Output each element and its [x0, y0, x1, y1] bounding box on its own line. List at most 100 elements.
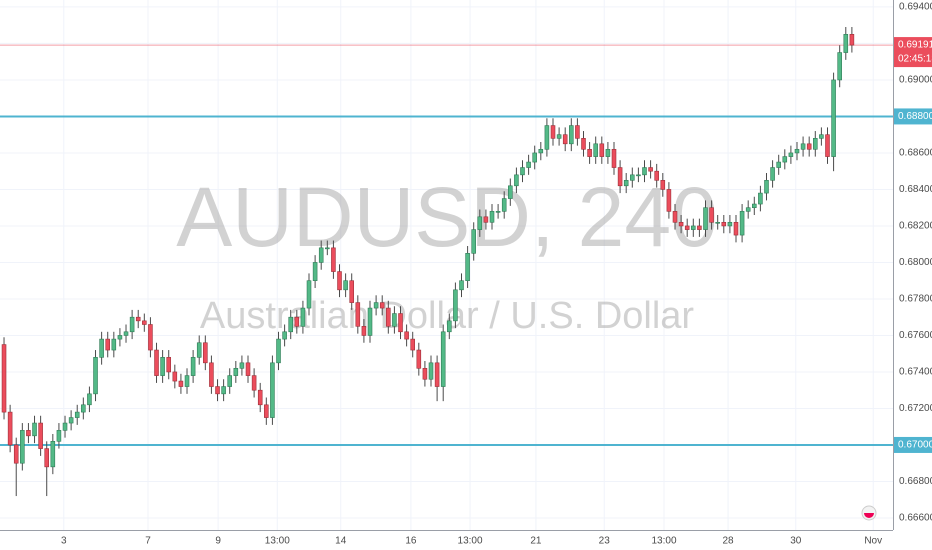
candle-body [203, 342, 208, 364]
candle-body [483, 216, 489, 223]
candle [379, 295, 385, 316]
candle [312, 255, 318, 288]
candle [87, 386, 92, 413]
candle [215, 379, 220, 402]
y-tick-label: 0.67800 [899, 294, 932, 305]
candle-body [459, 280, 464, 291]
candle-body [599, 143, 605, 157]
candle-body [190, 357, 196, 376]
candle [154, 342, 159, 383]
candle-body [215, 386, 220, 395]
candle-body [630, 174, 635, 181]
candle [172, 364, 178, 389]
candle [337, 264, 342, 298]
candle [166, 350, 172, 380]
candle-body [13, 444, 19, 464]
candle [800, 136, 806, 157]
candle [721, 214, 727, 234]
candle-body [562, 134, 568, 145]
y-tick-label: 0.67600 [899, 330, 932, 341]
candle [245, 355, 251, 383]
candle [105, 331, 111, 358]
candle-body [245, 362, 251, 376]
last-price-tag [894, 37, 932, 68]
candle-body [343, 280, 348, 291]
candle-body [81, 404, 86, 413]
y-tick-label: 0.67400 [899, 367, 932, 378]
candle-body [172, 371, 178, 382]
candle-body [593, 143, 598, 157]
candle [782, 149, 788, 170]
candle-body [251, 375, 257, 391]
candle [447, 313, 452, 340]
candle [68, 410, 74, 431]
candle-body [257, 389, 263, 406]
candle-body [227, 375, 232, 387]
candle-body [105, 338, 111, 351]
candle [209, 355, 214, 394]
candle [745, 200, 751, 219]
candle [422, 360, 428, 387]
candle-body [623, 180, 629, 187]
y-tick-label: 0.68200 [899, 221, 932, 232]
candle-body [684, 225, 690, 230]
candle [282, 324, 287, 347]
candle [825, 127, 830, 164]
candle-body [831, 79, 836, 157]
candle-body [355, 302, 361, 327]
candle [44, 441, 50, 497]
candle [678, 214, 684, 234]
candle-body [38, 422, 43, 449]
candle [13, 437, 19, 497]
candle-body [93, 357, 98, 395]
candle [56, 423, 62, 449]
candle [416, 342, 422, 376]
candle [752, 196, 757, 215]
x-tick-label: 14 [335, 536, 347, 547]
candle [697, 218, 702, 237]
candle [703, 200, 708, 237]
candle-body [264, 404, 269, 418]
candle [343, 273, 348, 298]
last-price-label: 0.69191 [898, 40, 932, 51]
candle-body [282, 331, 287, 340]
candle-body [361, 326, 367, 336]
candle [788, 145, 794, 164]
candle [117, 328, 123, 347]
candle [489, 204, 495, 230]
candle [581, 131, 586, 157]
candle-body [410, 338, 415, 351]
candle-body [325, 247, 330, 250]
candle-body [99, 338, 104, 358]
candle [26, 423, 31, 444]
candle-body [806, 143, 812, 150]
candle-body [794, 148, 800, 154]
x-tick-label: 7 [145, 536, 151, 547]
candle [636, 167, 641, 183]
candle [93, 350, 98, 402]
candle-body [7, 411, 13, 446]
candle [691, 218, 696, 237]
candle-body [819, 134, 824, 139]
candle-body [569, 125, 574, 145]
candle-body [56, 430, 62, 442]
candle [81, 397, 86, 420]
candle [32, 415, 37, 444]
logo [861, 505, 877, 521]
candle [367, 300, 373, 343]
candle [410, 331, 415, 358]
x-tick-label: 28 [723, 536, 735, 547]
candle-body [678, 221, 684, 227]
candle-body [770, 167, 775, 181]
candle-body [721, 221, 727, 227]
candle-body [142, 320, 147, 325]
candle-body [367, 307, 373, 336]
candle-body [428, 362, 434, 380]
candle-body [288, 316, 293, 333]
candle-body [849, 34, 855, 46]
candle-body [300, 307, 306, 327]
candle [733, 214, 739, 243]
y-tick-label: 0.68000 [899, 257, 932, 268]
candle [501, 191, 507, 219]
candle [770, 160, 775, 188]
